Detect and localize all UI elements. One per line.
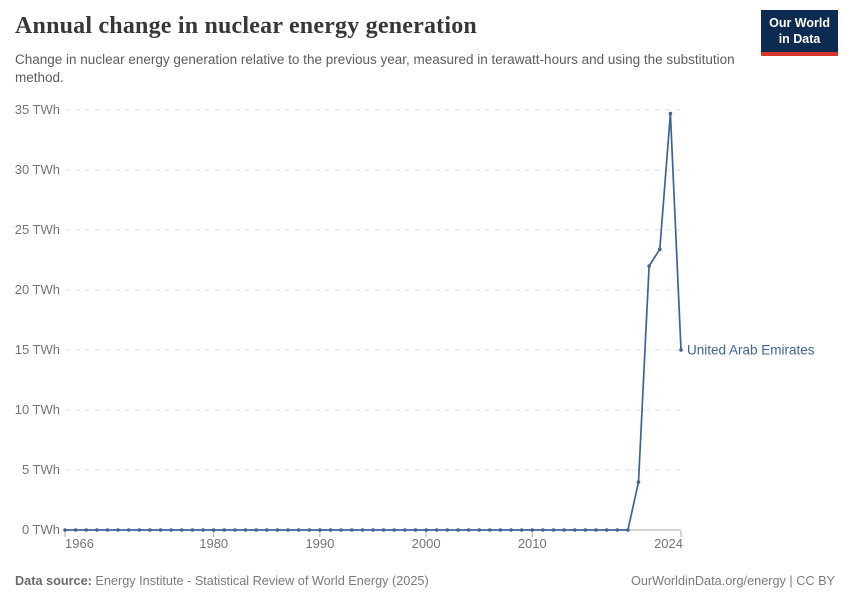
owid-logo-line2: in Data	[778, 31, 821, 46]
data-point[interactable]	[488, 528, 492, 532]
x-tick-label: 1990	[305, 536, 334, 551]
data-point[interactable]	[371, 528, 375, 532]
data-point[interactable]	[392, 528, 397, 532]
x-tick-label: 2024	[654, 536, 683, 551]
data-point[interactable]	[148, 528, 152, 532]
y-tick-label: 15 TWh	[15, 342, 60, 357]
x-tick-label: 2000	[412, 536, 441, 551]
data-point[interactable]	[636, 480, 641, 484]
data-point[interactable]	[201, 528, 205, 532]
data-point[interactable]	[180, 528, 184, 532]
owid-credit-link[interactable]: OurWorldinData.org/energy | CC BY	[630, 574, 835, 588]
data-point[interactable]	[615, 528, 620, 532]
data-point[interactable]	[307, 528, 312, 532]
y-tick-label: 20 TWh	[15, 282, 60, 297]
data-point[interactable]	[211, 528, 216, 532]
data-point[interactable]	[477, 528, 482, 532]
data-point[interactable]	[466, 528, 471, 532]
x-tick-label: 1980	[199, 536, 228, 551]
data-point[interactable]	[626, 528, 630, 532]
data-point[interactable]	[222, 528, 227, 532]
chart-subtitle: Change in nuclear energy generation rela…	[15, 52, 735, 86]
data-point[interactable]	[73, 528, 78, 532]
data-source-text[interactable]: Energy Institute - Statistical Review of…	[95, 574, 429, 588]
data-point[interactable]	[604, 528, 609, 532]
data-point[interactable]	[105, 528, 110, 532]
data-point[interactable]	[233, 528, 237, 532]
data-source-label: Data source:	[15, 574, 92, 588]
data-point[interactable]	[318, 528, 322, 532]
data-point[interactable]	[541, 528, 545, 532]
y-tick-label: 10 TWh	[15, 402, 60, 417]
data-point[interactable]	[381, 528, 386, 532]
y-tick-label: 0 TWh	[22, 522, 60, 537]
data-point[interactable]	[413, 528, 418, 532]
data-point[interactable]	[137, 528, 142, 532]
data-point[interactable]	[296, 528, 301, 532]
data-point[interactable]	[158, 528, 163, 532]
series-line[interactable]	[64, 112, 682, 531]
data-point[interactable]	[530, 528, 535, 532]
data-point[interactable]	[658, 247, 662, 251]
y-tick-label: 5 TWh	[22, 462, 60, 477]
data-point[interactable]	[84, 528, 88, 532]
data-point[interactable]	[243, 528, 248, 532]
data-point[interactable]	[456, 528, 460, 532]
data-point[interactable]	[679, 348, 683, 352]
data-point[interactable]	[562, 528, 566, 532]
data-point[interactable]	[360, 528, 365, 532]
data-point[interactable]	[647, 264, 651, 268]
data-point[interactable]	[445, 528, 450, 532]
data-point[interactable]	[95, 528, 99, 532]
data-source: Data source: Energy Institute - Statisti…	[15, 574, 429, 588]
data-point[interactable]	[668, 111, 673, 116]
data-point[interactable]	[424, 528, 428, 532]
data-point[interactable]	[169, 528, 173, 532]
data-point[interactable]	[275, 528, 280, 532]
owid-logo[interactable]: Our World in Data	[761, 10, 838, 57]
page-title: Annual change in nuclear energy generati…	[15, 13, 477, 39]
y-tick-label: 35 TWh	[15, 102, 60, 117]
y-tick-label: 25 TWh	[15, 222, 60, 237]
data-point[interactable]	[350, 528, 354, 532]
chart-footer: Data source: Energy Institute - Statisti…	[15, 574, 835, 588]
data-point[interactable]	[509, 528, 513, 532]
x-tick-label: 2010	[518, 536, 547, 551]
data-point[interactable]	[551, 528, 556, 532]
data-point[interactable]	[403, 528, 407, 532]
data-point[interactable]	[116, 528, 120, 532]
owid-logo-line1: Our World	[769, 16, 830, 30]
data-point[interactable]	[190, 528, 195, 532]
x-tick-label: 1966	[65, 536, 94, 551]
data-point[interactable]	[286, 528, 290, 532]
data-point[interactable]	[339, 528, 343, 532]
data-point[interactable]	[265, 528, 269, 532]
data-point[interactable]	[573, 528, 577, 532]
data-point[interactable]	[254, 528, 258, 532]
data-point[interactable]	[328, 528, 333, 532]
data-point[interactable]	[594, 528, 598, 532]
data-point[interactable]	[434, 528, 439, 532]
y-tick-label: 30 TWh	[15, 162, 60, 177]
data-point[interactable]	[583, 528, 588, 532]
data-point[interactable]	[126, 528, 131, 532]
data-point[interactable]	[498, 528, 503, 532]
data-point[interactable]	[519, 528, 524, 532]
data-point[interactable]	[63, 528, 67, 532]
series-end-label[interactable]: United Arab Emirates	[687, 343, 815, 358]
